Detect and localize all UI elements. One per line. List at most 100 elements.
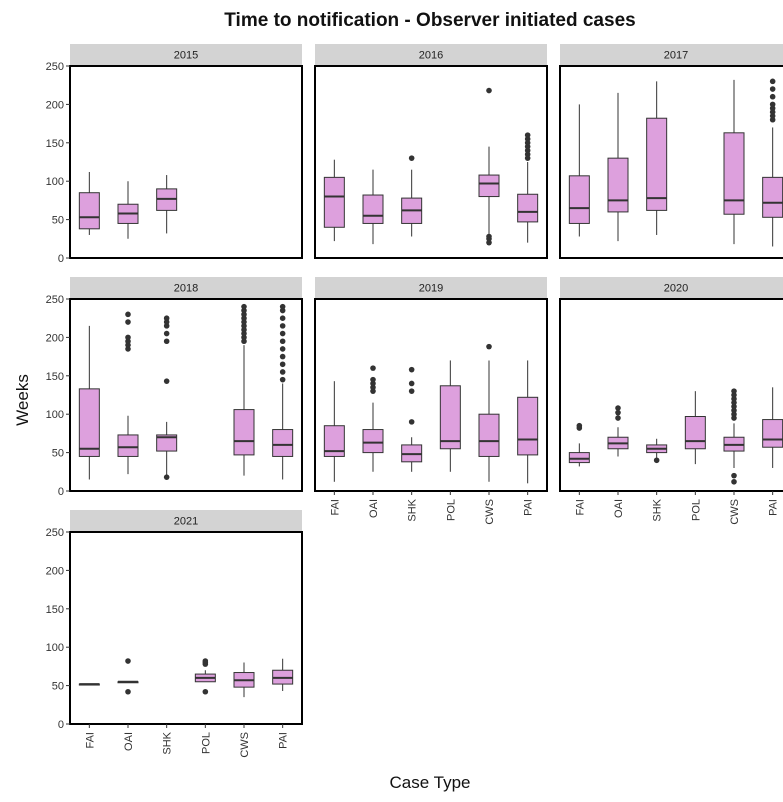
panel-frame (69, 298, 303, 492)
outlier-point (576, 422, 583, 429)
outlier-point (279, 369, 286, 375)
outlier-point (163, 474, 170, 480)
box-oai (362, 169, 384, 245)
x-tick-label: PAI (768, 499, 780, 516)
outlier-point (731, 415, 737, 421)
x-tick-label: OAI (123, 732, 135, 751)
facet-strip (560, 44, 783, 65)
x-tick-label: CWS (484, 499, 496, 525)
x-tick-label: SHK (162, 731, 174, 754)
outlier-point (125, 334, 131, 341)
outlier-point (125, 658, 131, 664)
y-tick-label: 0 (58, 486, 64, 498)
outlier-point (731, 472, 737, 479)
facet-strip-label: 2015 (174, 50, 198, 62)
box-iqr (568, 175, 590, 224)
box-fai (78, 171, 100, 235)
facet-strip-label: 2018 (174, 283, 198, 295)
box-cws (233, 303, 255, 476)
box-iqr (323, 176, 345, 228)
facet-strip-label: 2016 (419, 50, 443, 62)
box-pai (762, 387, 783, 468)
outlier-point (486, 233, 492, 240)
box-fai (323, 159, 345, 242)
y-tick-label: 150 (46, 138, 64, 150)
outlier-point (769, 93, 776, 100)
box-cws (478, 343, 500, 482)
outlier-point (163, 315, 170, 322)
outlier-point (731, 403, 737, 410)
outlier-point (241, 323, 247, 329)
x-axis-title: Case Type (390, 773, 471, 792)
outlier-point (279, 361, 286, 368)
x-tick-label: CWS (239, 732, 251, 758)
facet-strip (560, 277, 783, 298)
x-tick-label: POL (200, 732, 212, 754)
box-cws (478, 87, 500, 246)
outlier-point (279, 303, 286, 310)
outlier-point (731, 396, 737, 402)
outlier-point (279, 307, 286, 314)
box-fai (78, 325, 100, 480)
outlier-point (202, 658, 209, 664)
box-oai (607, 405, 629, 457)
box-pol (194, 658, 216, 695)
outlier-point (202, 688, 209, 695)
box-fai (568, 104, 590, 237)
outlier-point (163, 323, 170, 329)
outlier-point (769, 105, 776, 112)
outlier-point (731, 388, 737, 394)
box-shk (401, 366, 423, 472)
outlier-point (125, 688, 131, 695)
box-fai (323, 381, 345, 482)
outlier-point (370, 380, 376, 387)
outlier-point (163, 330, 170, 337)
facet-panel-2017: 2017 (559, 44, 783, 259)
x-tick-label: PAI (523, 499, 535, 516)
outlier-point (524, 143, 531, 150)
outlier-point (279, 376, 286, 383)
panel-frame (314, 298, 548, 492)
outlier-point (241, 307, 247, 314)
box-iqr (684, 416, 706, 450)
outlier-point (370, 384, 376, 391)
x-tick-label: POL (690, 499, 702, 521)
y-tick-label: 50 (52, 681, 64, 693)
y-tick-label: 250 (46, 527, 64, 539)
x-tick-label: POL (445, 499, 457, 521)
outlier-point (241, 315, 247, 322)
outlier-point (486, 239, 492, 246)
panel-frame (69, 531, 303, 725)
y-tick-label: 150 (46, 371, 64, 383)
box-iqr (78, 388, 100, 457)
facet-strip (315, 44, 547, 65)
box-iqr (607, 157, 629, 213)
x-tick-label: SHK (652, 498, 664, 521)
outlier-point (279, 323, 286, 329)
outlier-point (279, 353, 286, 360)
outlier-point (279, 330, 286, 337)
box-cws (233, 662, 255, 698)
box-iqr (762, 176, 783, 218)
x-tick-label: PAI (278, 732, 290, 749)
facet-strip-label: 2017 (664, 50, 688, 62)
panel-frame (559, 298, 783, 492)
box-oai (607, 92, 629, 242)
box-shk (156, 175, 178, 234)
outlier-point (615, 409, 621, 416)
box-shk (156, 315, 178, 480)
outlier-point (524, 155, 531, 161)
outlier-point (125, 342, 131, 348)
outlier-point (769, 113, 776, 119)
y-tick-label: 0 (58, 253, 64, 265)
outlier-point (769, 101, 776, 108)
y-tick-label: 0 (58, 719, 64, 731)
facet-strip (70, 510, 302, 531)
facet-panel-2019: 2019 FAI OAI SHK POL CWS PAI (314, 277, 548, 525)
facet-strip (315, 277, 547, 298)
box-shk (646, 81, 668, 235)
box-pol (684, 391, 706, 465)
outlier-point (241, 338, 247, 345)
panel-frame (559, 65, 783, 259)
facet-strip-label: 2019 (419, 283, 443, 295)
